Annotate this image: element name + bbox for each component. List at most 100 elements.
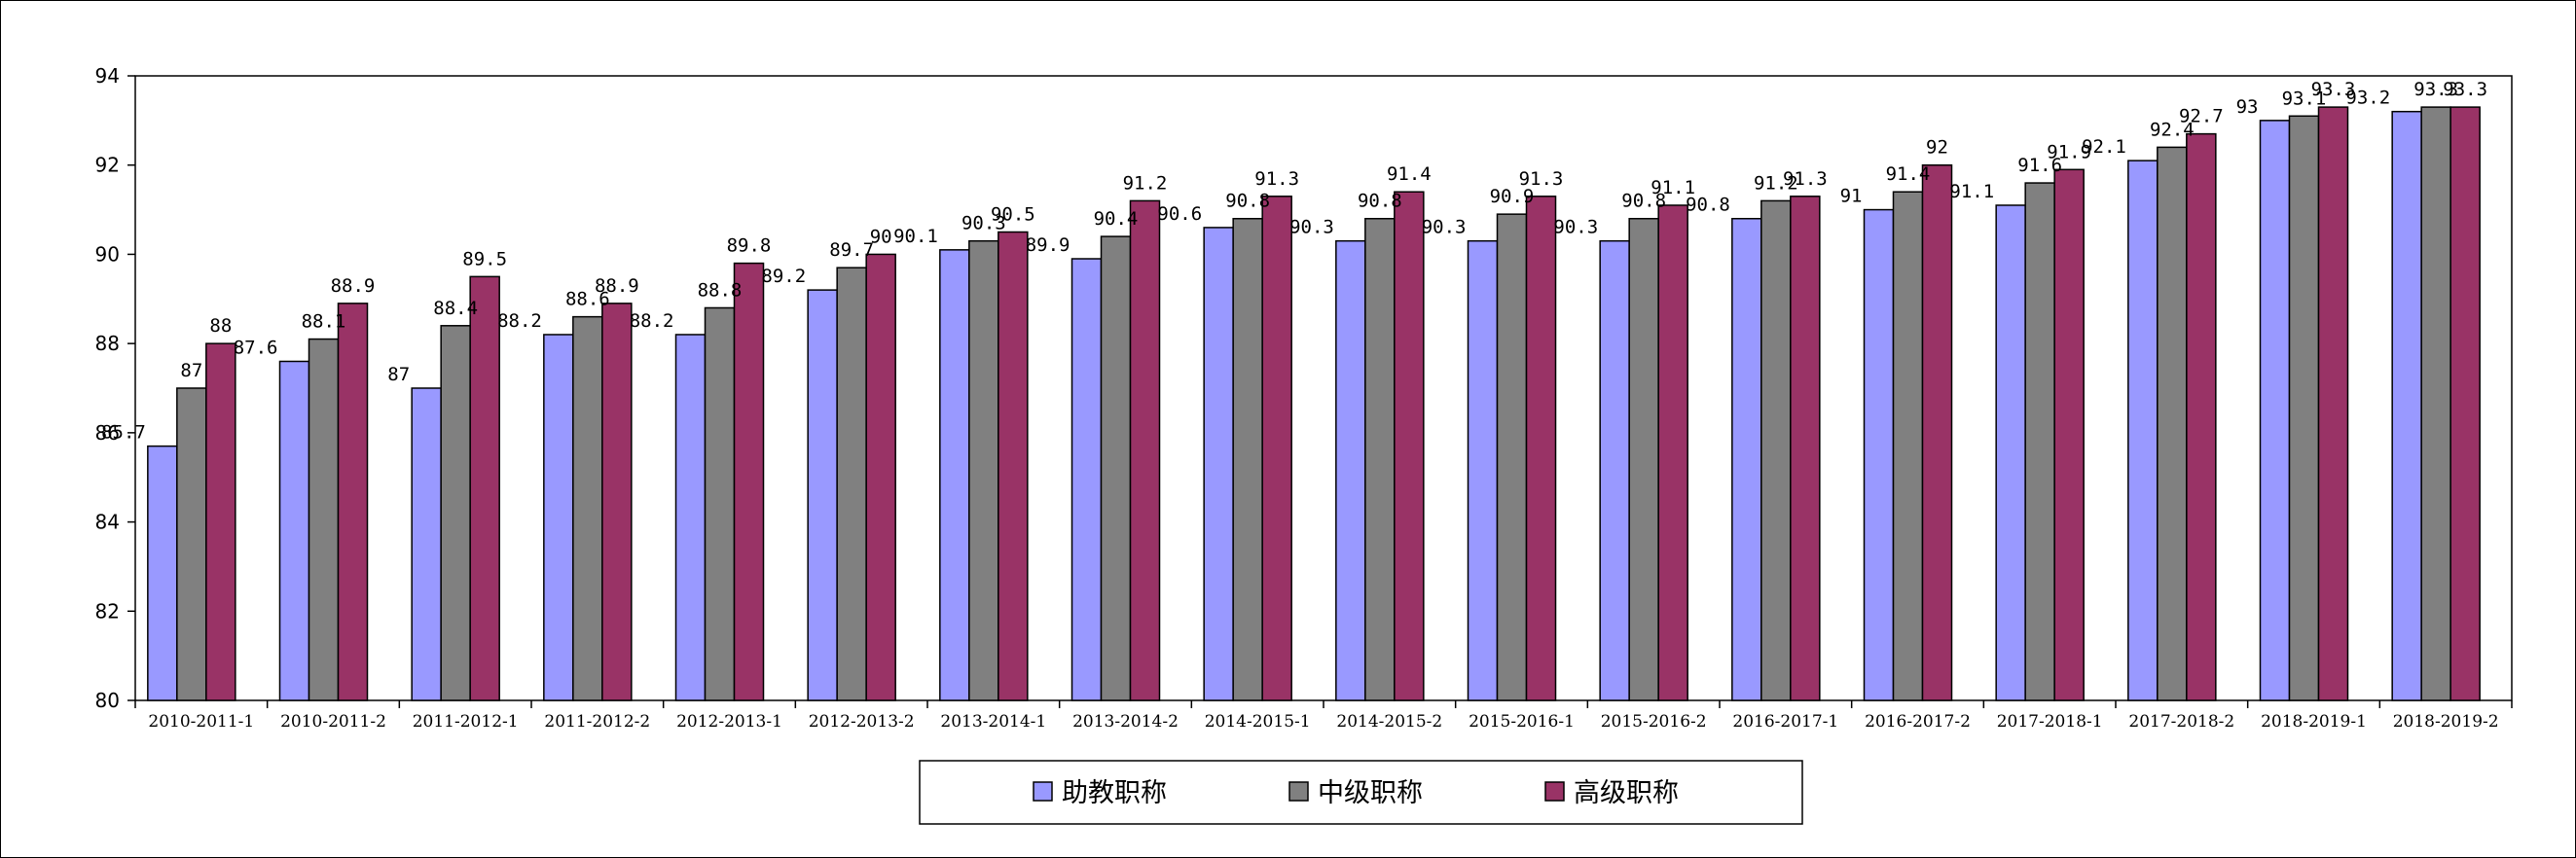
x-tick-label: 2014-2015-2	[1336, 712, 1442, 732]
bar	[1790, 196, 1821, 701]
x-tick-label: 2017-2018-2	[2128, 712, 2234, 732]
bar	[2259, 120, 2291, 701]
bar	[1892, 191, 1924, 701]
bar	[865, 253, 896, 701]
bar	[2317, 106, 2349, 701]
data-label: 92	[1926, 137, 1948, 159]
data-label: 88.9	[595, 275, 639, 297]
x-tick-label: 2013-2014-1	[940, 712, 1046, 732]
data-label: 90.3	[1289, 217, 1334, 238]
y-tick-label: 86	[95, 421, 120, 445]
x-tick-label: 2016-2017-1	[1732, 712, 1838, 732]
bar	[939, 249, 970, 701]
legend: 助教职称 中级职称 高级职称	[919, 760, 1803, 825]
data-label: 88	[209, 315, 232, 337]
data-label: 91.9	[2047, 141, 2091, 162]
data-label: 90.9	[1490, 186, 1535, 207]
data-label: 88.9	[331, 275, 376, 297]
bar	[674, 334, 707, 701]
bar	[176, 387, 207, 701]
legend-label: 高级职称	[1574, 778, 1679, 808]
data-label: 93.3	[2311, 79, 2356, 100]
bar	[1203, 227, 1234, 701]
bar	[2391, 110, 2422, 701]
data-label: 91.2	[1123, 172, 1168, 194]
bar	[998, 231, 1029, 701]
data-label: 89.5	[462, 248, 507, 269]
bar	[278, 360, 310, 701]
data-label: 90.1	[893, 226, 938, 247]
data-label: 91.4	[1387, 163, 1432, 185]
data-label: 91.2	[1754, 172, 1798, 194]
data-label: 90.4	[1094, 208, 1139, 230]
bar	[1496, 213, 1528, 701]
data-label: 91.1	[1949, 181, 1994, 202]
bar	[2157, 146, 2188, 701]
bar	[1657, 204, 1688, 701]
bar	[1100, 235, 1132, 701]
bar	[1863, 208, 1895, 701]
y-tick-label: 90	[95, 242, 120, 266]
data-label: 88.2	[630, 310, 674, 332]
data-label: 90.8	[1225, 191, 1270, 212]
y-tick-label: 92	[95, 154, 120, 177]
x-tick-label: 2018-2019-2	[2393, 712, 2499, 732]
x-tick-label: 2018-2019-1	[2261, 712, 2367, 732]
bar	[1599, 239, 1630, 701]
data-label: 93.3	[2413, 79, 2458, 100]
data-label: 87	[387, 364, 410, 385]
bar	[1394, 191, 1425, 701]
bar	[1070, 258, 1103, 701]
x-tick-label: 2017-2018-1	[1997, 712, 2103, 732]
data-label: 88.8	[698, 279, 743, 301]
data-label: 91.3	[1254, 168, 1299, 190]
data-label: 89.9	[1026, 234, 1070, 256]
data-label: 91.3	[1519, 168, 1564, 190]
y-tick-label: 88	[95, 332, 120, 355]
bar	[2024, 182, 2055, 701]
bar	[1525, 196, 1557, 701]
data-label: 88.6	[565, 289, 610, 310]
bar	[968, 239, 999, 701]
legend-label: 中级职称	[1318, 778, 1423, 808]
bar	[2053, 168, 2085, 701]
data-label: 87	[180, 360, 202, 381]
bar	[733, 262, 765, 701]
data-label: 89.7	[829, 239, 874, 261]
y-tick-label: 80	[95, 689, 120, 712]
axes: 80 82 84 86 88 90 92 94 2010-2011-1 2010-2011-2 20…	[95, 64, 2513, 732]
bar	[1261, 196, 1292, 701]
bar	[704, 306, 736, 701]
bar	[807, 289, 838, 701]
data-label: 90.3	[961, 213, 1006, 234]
x-tick-label: 2014-2015-1	[1205, 712, 1311, 732]
data-label: 93	[2236, 96, 2259, 118]
bar	[572, 315, 603, 701]
bar	[1364, 217, 1396, 701]
x-tick-label: 2011-2012-2	[544, 712, 650, 732]
bar	[337, 303, 369, 701]
data-label: 91	[1840, 186, 1863, 207]
bar	[1921, 163, 1953, 701]
data-label: 90.8	[1686, 195, 1730, 216]
bar	[1760, 199, 1792, 701]
legend-box	[919, 760, 1803, 825]
data-label: 92.7	[2179, 106, 2224, 127]
bar	[601, 303, 633, 701]
data-label: 91.1	[1651, 177, 1695, 198]
data-label: 89.2	[761, 266, 806, 287]
x-tick-label: 2010-2011-2	[280, 712, 386, 732]
bar	[836, 267, 867, 701]
y-tick-label: 84	[95, 511, 120, 534]
data-label: 93.3	[2443, 79, 2487, 100]
data-label: 90.8	[1621, 191, 1666, 212]
bar	[543, 334, 574, 701]
legend-swatch	[1288, 781, 1309, 802]
data-label: 93.2	[2345, 88, 2390, 109]
data-label: 93.1	[2282, 88, 2327, 109]
x-tick-label: 2016-2017-2	[1865, 712, 1971, 732]
legend-label: 助教职称	[1062, 778, 1167, 808]
x-tick-label: 2012-2013-1	[676, 712, 782, 732]
